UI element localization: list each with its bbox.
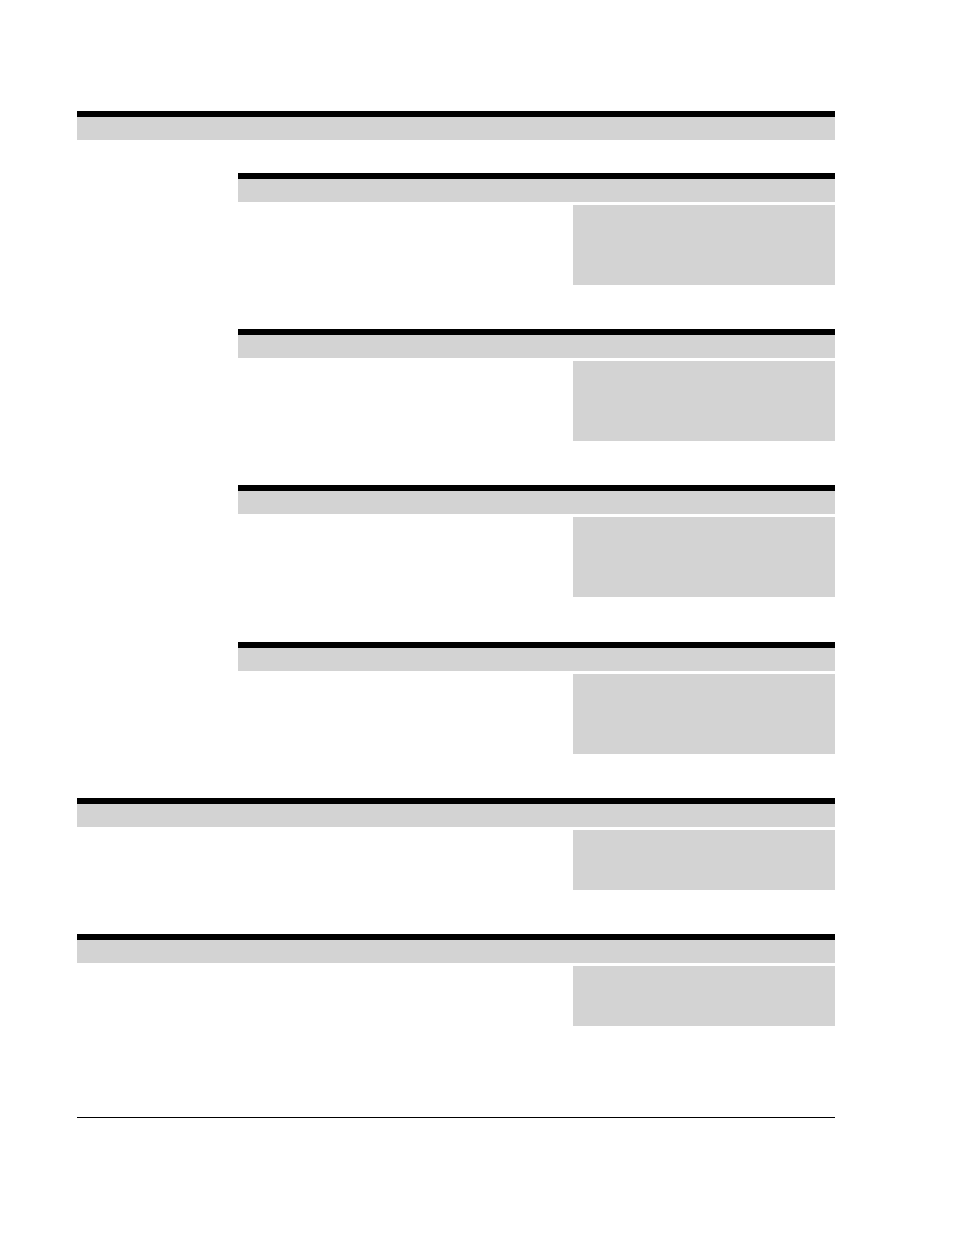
section-bar [77,804,835,827]
section-2 [77,173,835,285]
content-block [573,517,835,597]
section-block-row [77,674,835,754]
content-block [573,361,835,441]
section-4 [77,485,835,597]
content-block [573,205,835,285]
section-5 [77,642,835,754]
content-block [573,674,835,754]
section-bar [77,940,835,963]
section-7 [77,934,835,1026]
section-bar [238,491,835,514]
page-content [77,0,835,1235]
section-bar [238,179,835,202]
content-block [573,966,835,1026]
section-block-row [77,517,835,597]
section-block-row [77,830,835,890]
content-block [573,830,835,890]
section-bar [238,648,835,671]
section-bar [238,335,835,358]
section-block-row [77,205,835,285]
section-bar [77,117,835,140]
footer-rule [77,1117,835,1118]
section-1 [77,111,835,140]
section-3 [77,329,835,441]
section-block-row [77,966,835,1026]
section-block-row [77,361,835,441]
section-6 [77,798,835,890]
